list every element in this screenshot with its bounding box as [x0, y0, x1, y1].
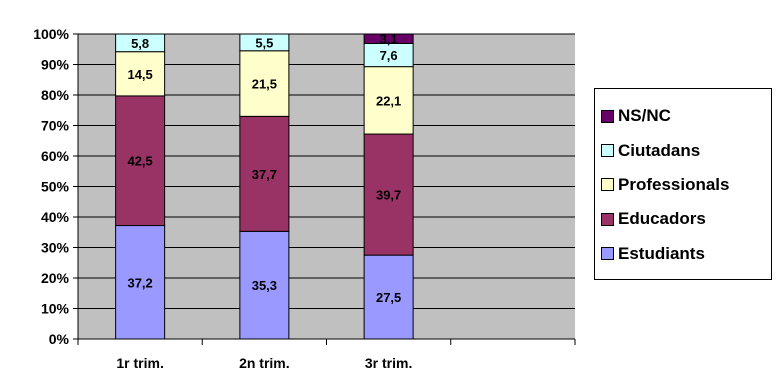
legend-label: NS/NC: [618, 106, 671, 126]
data-label: 22,1: [376, 93, 401, 108]
legend-swatch: [601, 144, 614, 158]
legend-item: Educadors: [601, 202, 771, 236]
data-label: 42,5: [127, 154, 152, 169]
data-label: 5,8: [131, 36, 149, 51]
x-tick-labels: 1r trim. 2n trim. 3r trim.: [116, 355, 412, 371]
axes: [73, 33, 576, 345]
legend-label: Estudiants: [618, 243, 705, 263]
legend-swatch: [601, 109, 614, 123]
y-tick-labels: 0% 10% 20% 30% 40% 50% 60% 70% 80% 90% 100%: [33, 26, 69, 347]
y-tick-label: 0%: [49, 331, 70, 347]
y-tick-label: 80%: [41, 87, 70, 103]
legend-swatch: [601, 247, 614, 261]
x-tick-label: 3r trim.: [365, 355, 412, 371]
legend-swatch: [601, 178, 614, 192]
y-tick-label: 90%: [41, 57, 70, 73]
data-label: 14,5: [127, 67, 152, 82]
legend-item: Professionals: [601, 168, 771, 202]
y-tick-label: 20%: [41, 270, 70, 286]
data-label: 3,1: [380, 32, 398, 47]
data-label: 37,7: [252, 167, 277, 182]
x-tick-label: 2n trim.: [239, 355, 290, 371]
y-tick-label: 30%: [41, 240, 70, 256]
bar-estudiants: [239, 230, 290, 340]
data-labels: 37,2 42,5 14,5 5,8 35,3 37,7 21,5 5,5 27,5 39,7 22…: [127, 32, 401, 305]
data-label: 37,2: [127, 275, 152, 290]
data-label: 35,3: [252, 278, 277, 293]
bar-estudiants: [363, 254, 414, 340]
legend-swatch: [601, 212, 614, 226]
y-tick-label: 40%: [41, 209, 70, 225]
legend-label: Professionals: [618, 174, 730, 194]
bar-estudiants: [115, 225, 166, 340]
bar-professionals: [115, 51, 166, 97]
y-tick-label: 60%: [41, 148, 70, 164]
data-label: 7,6: [380, 48, 398, 63]
bar-ciutadans: [115, 33, 166, 53]
data-label: 27,5: [376, 290, 401, 305]
y-tick-label: 10%: [41, 301, 70, 317]
legend-label: Educadors: [618, 209, 706, 229]
x-tick-label: 1r trim.: [116, 355, 163, 371]
data-label: 21,5: [252, 77, 277, 92]
bar-ciutadans: [239, 33, 290, 52]
data-label: 39,7: [376, 188, 401, 203]
bar-educadors: [239, 115, 290, 232]
data-label: 5,5: [255, 35, 273, 50]
legend: NS/NC Ciutadans Professionals Educadors Estu…: [594, 88, 772, 280]
legend-item: Estudiants: [601, 237, 771, 271]
bar-professionals: [239, 50, 290, 117]
legend-item: NS/NC: [601, 99, 771, 133]
y-tick-label: 50%: [41, 179, 70, 195]
bar-ns-nc: [363, 33, 414, 44]
bar-educadors: [363, 133, 414, 256]
bars: [115, 33, 414, 340]
y-tick-label: 100%: [33, 26, 69, 42]
y-tick-label: 70%: [41, 118, 70, 134]
legend-label: Ciutadans: [618, 140, 701, 160]
bar-professionals: [363, 66, 414, 135]
legend-item: Ciutadans: [601, 133, 771, 167]
bar-educadors: [115, 95, 166, 227]
